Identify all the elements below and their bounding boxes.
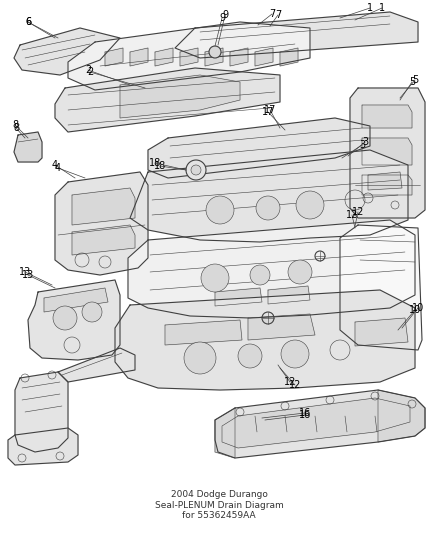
Circle shape [53, 306, 77, 330]
Polygon shape [215, 390, 425, 458]
Polygon shape [230, 48, 248, 66]
Text: 2004 Dodge Durango
Seal-PLENUM Drain Diagram
for 55362459AA: 2004 Dodge Durango Seal-PLENUM Drain Dia… [155, 490, 283, 520]
Polygon shape [362, 175, 412, 195]
Text: 3: 3 [362, 137, 368, 147]
Text: 7: 7 [275, 10, 281, 20]
Polygon shape [148, 118, 370, 178]
Text: 10: 10 [409, 305, 421, 315]
Circle shape [250, 265, 270, 285]
Circle shape [184, 342, 216, 374]
Polygon shape [215, 288, 262, 306]
Polygon shape [215, 408, 235, 458]
Polygon shape [120, 75, 240, 118]
Text: 2: 2 [87, 67, 93, 77]
Polygon shape [130, 150, 408, 242]
Text: 9: 9 [222, 10, 228, 20]
Text: 12: 12 [346, 210, 358, 220]
Circle shape [256, 196, 280, 220]
Polygon shape [368, 172, 402, 190]
Circle shape [206, 196, 234, 224]
Polygon shape [68, 22, 310, 90]
Polygon shape [14, 132, 42, 162]
Text: 18: 18 [149, 158, 161, 168]
Polygon shape [55, 68, 280, 132]
Text: 5: 5 [412, 75, 418, 85]
Text: 1: 1 [379, 3, 385, 13]
Polygon shape [14, 28, 120, 75]
Circle shape [201, 264, 229, 292]
Text: 4: 4 [52, 160, 58, 170]
Polygon shape [155, 48, 173, 66]
Polygon shape [248, 314, 315, 340]
Text: 1: 1 [367, 3, 373, 13]
Polygon shape [55, 172, 148, 275]
Polygon shape [8, 428, 78, 465]
Polygon shape [115, 290, 415, 390]
Polygon shape [175, 12, 418, 58]
Text: 7: 7 [269, 9, 275, 19]
Polygon shape [378, 390, 425, 442]
Polygon shape [268, 286, 310, 304]
Circle shape [82, 302, 102, 322]
Polygon shape [340, 225, 422, 350]
Polygon shape [105, 48, 123, 66]
Text: 3: 3 [359, 140, 365, 150]
Polygon shape [180, 48, 198, 66]
Text: 2: 2 [85, 65, 91, 75]
Text: 6: 6 [25, 17, 31, 27]
Circle shape [191, 165, 201, 175]
Circle shape [288, 260, 312, 284]
Text: 18: 18 [154, 161, 166, 171]
Text: 16: 16 [299, 410, 311, 420]
Polygon shape [58, 348, 135, 382]
Text: 16: 16 [299, 408, 311, 418]
Polygon shape [128, 220, 415, 318]
Polygon shape [72, 188, 135, 225]
Circle shape [238, 344, 262, 368]
Polygon shape [205, 48, 223, 66]
Polygon shape [15, 372, 68, 452]
Text: 8: 8 [12, 120, 18, 130]
Text: 13: 13 [22, 270, 34, 280]
Polygon shape [130, 48, 148, 66]
Text: 8: 8 [13, 123, 19, 133]
Polygon shape [280, 48, 298, 66]
Polygon shape [350, 88, 425, 218]
Text: 5: 5 [409, 77, 415, 87]
Text: 9: 9 [219, 13, 225, 23]
Polygon shape [44, 288, 108, 312]
Text: 12: 12 [284, 377, 296, 387]
Polygon shape [362, 105, 412, 128]
Text: 12: 12 [289, 380, 301, 390]
Text: 6: 6 [25, 17, 31, 27]
Text: 10: 10 [412, 303, 424, 313]
Text: 4: 4 [55, 163, 61, 173]
Text: 17: 17 [264, 105, 276, 115]
Circle shape [281, 340, 309, 368]
Polygon shape [222, 398, 410, 448]
Text: 12: 12 [352, 207, 364, 217]
Circle shape [209, 46, 221, 58]
Polygon shape [72, 225, 135, 255]
Polygon shape [255, 48, 273, 66]
Circle shape [186, 160, 206, 180]
Polygon shape [355, 318, 408, 346]
Text: 13: 13 [19, 267, 31, 277]
Polygon shape [28, 280, 120, 360]
Circle shape [296, 191, 324, 219]
Text: 17: 17 [262, 107, 274, 117]
Polygon shape [362, 138, 412, 165]
Polygon shape [165, 320, 242, 345]
